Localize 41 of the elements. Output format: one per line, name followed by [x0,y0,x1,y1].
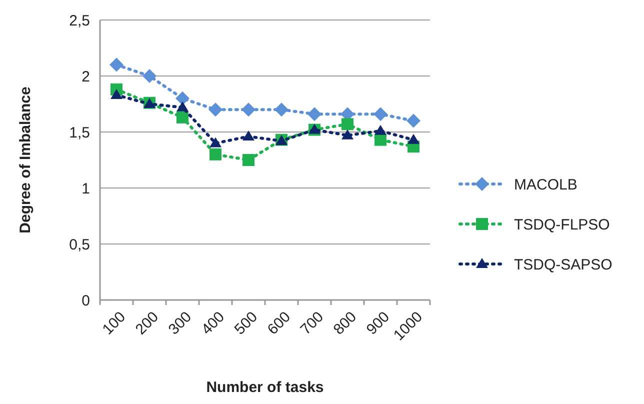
x-tick-label: 900 [363,308,394,338]
y-tick-label: 2,5 [69,12,90,30]
x-tick-label: 400 [198,308,228,338]
legend-label: TSDQ-FLPSO [514,216,610,234]
y-tick-label: 1 [82,180,90,198]
point [342,129,354,140]
point [176,111,188,124]
point [208,102,222,117]
point [210,137,222,148]
point [374,124,386,135]
x-tick-label: 100 [99,308,130,338]
point [242,102,256,117]
point [242,154,254,166]
point [110,89,122,100]
y-tick-label: 1,5 [69,124,90,142]
x-axis-title: Number of tasks [206,379,324,396]
x-tick-label: 500 [231,308,262,338]
y-tick-label: 2 [82,68,90,86]
y-tick-label: 0 [82,292,90,310]
x-tick-label: 200 [132,308,162,338]
x-tick-label: 300 [165,308,196,338]
x-tick-label: 700 [297,308,328,338]
point [142,69,156,83]
legend-label: TSDQ-SAPSO [514,256,612,274]
y-axis-title: Degree of Imbalance [17,86,34,234]
point [274,102,288,117]
point [408,134,420,144]
point [176,91,190,106]
point [308,107,322,122]
point [406,114,420,128]
point [374,134,386,146]
point [110,58,124,72]
x-tick-label: 600 [264,308,294,338]
point [242,130,254,140]
point [176,101,188,112]
y-tick-label: 0,5 [69,236,90,254]
point [342,118,354,130]
x-tick-label: 800 [330,308,360,338]
point [210,148,222,160]
point [374,107,388,122]
legend-label: MACOLB [514,176,578,194]
